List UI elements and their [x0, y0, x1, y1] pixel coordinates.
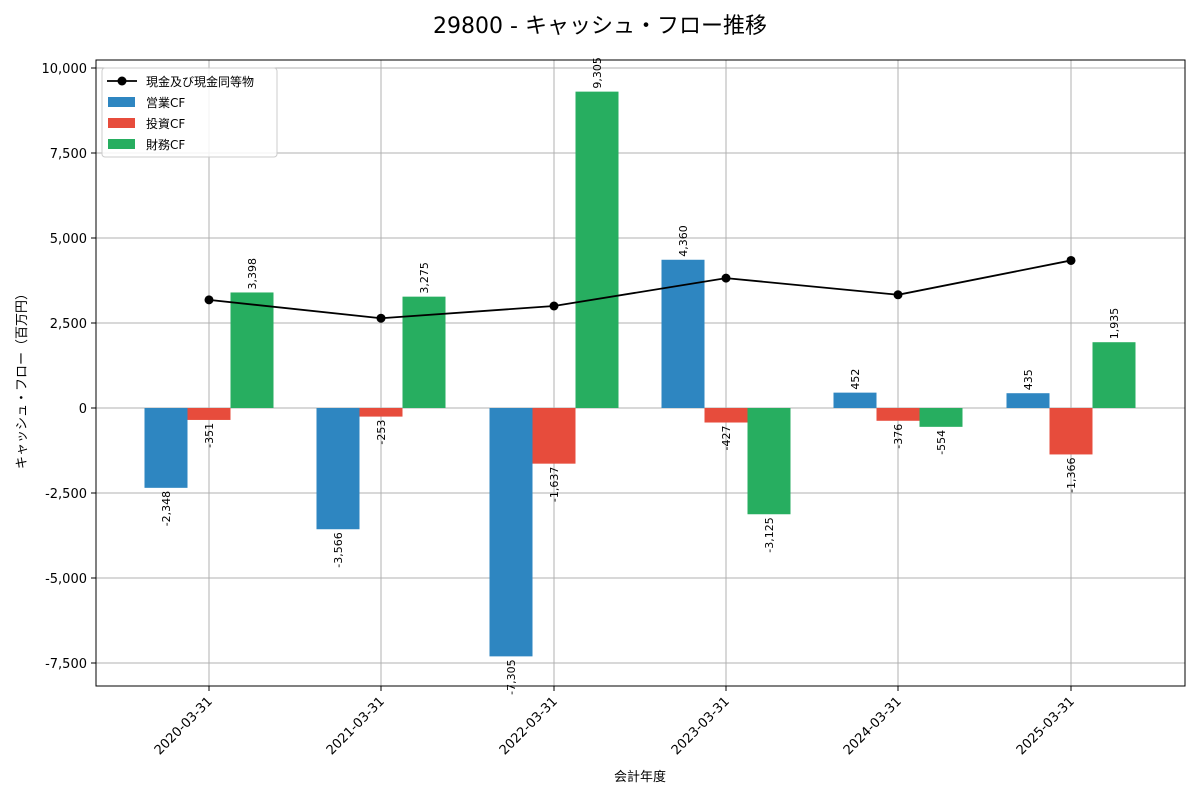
data-label: -376 — [892, 424, 905, 449]
bar-operating — [316, 408, 360, 530]
bar-financing — [1092, 342, 1136, 408]
x-tick-label: 2022-03-31 — [497, 694, 561, 758]
cash-equivalents-line — [208, 259, 1072, 320]
legend-entry: 現金及び現金同等物 — [146, 74, 254, 89]
legend-swatch — [108, 118, 135, 128]
cash-equivalents-point — [1066, 255, 1076, 265]
legend-entry: 財務CF — [146, 137, 185, 152]
bar-investing — [1049, 408, 1093, 455]
bar-operating — [1006, 393, 1050, 408]
data-label: 1,935 — [1108, 308, 1121, 340]
x-tick-label: 2024-03-31 — [841, 694, 905, 758]
plot-frame — [95, 59, 1186, 687]
bar-financing — [575, 91, 619, 408]
bars-layer — [144, 91, 1136, 657]
bar-investing — [359, 408, 403, 417]
cash-equivalents-point — [204, 295, 214, 305]
data-label: 435 — [1022, 369, 1035, 390]
y-tick-label: 0 — [79, 402, 87, 417]
data-label: -351 — [203, 423, 216, 448]
x-axis-label: 会計年度 — [614, 769, 666, 785]
x-tick-label: 2021-03-31 — [324, 694, 388, 758]
legend-swatch — [108, 97, 135, 107]
bar-investing — [187, 408, 231, 420]
data-label: -253 — [375, 420, 388, 445]
data-label: -1,637 — [548, 467, 561, 502]
x-tick-label: 2025-03-31 — [1014, 694, 1078, 758]
line-layer — [204, 255, 1076, 323]
data-label: 452 — [849, 369, 862, 390]
data-label: -2,348 — [160, 491, 173, 526]
bar-investing — [532, 408, 576, 464]
data-label: -3,566 — [332, 532, 345, 567]
legend-box — [101, 67, 278, 158]
bar-investing — [704, 408, 748, 423]
data-label: -7,305 — [505, 659, 518, 694]
cash-equivalents-point — [549, 301, 559, 311]
x-tick-label: 2020-03-31 — [152, 694, 216, 758]
y-tick-label: -2,500 — [45, 487, 87, 502]
data-label: 4,360 — [677, 225, 690, 257]
y-tick-label: 5,000 — [50, 232, 87, 247]
bar-financing — [230, 292, 274, 408]
data-label: -1,366 — [1065, 457, 1078, 492]
data-label: -3,125 — [763, 517, 776, 552]
legend-swatch — [108, 139, 135, 149]
legend-point-marker — [117, 76, 127, 86]
data-label: -554 — [935, 430, 948, 455]
data-label: 9,305 — [591, 57, 604, 89]
legend-entry: 投資CF — [146, 116, 185, 131]
bar-operating — [144, 408, 188, 488]
cash-equivalents-point — [893, 290, 903, 300]
data-label: -427 — [720, 426, 733, 451]
cash-equivalents-point — [376, 313, 386, 323]
y-tick-label: -5,000 — [45, 572, 87, 587]
y-tick-label: 2,500 — [50, 317, 87, 332]
bar-investing — [876, 408, 920, 421]
data-label: 3,398 — [246, 258, 259, 290]
cash-equivalents-point — [721, 273, 731, 283]
bar-operating — [833, 392, 877, 408]
bar-financing — [747, 408, 791, 515]
bar-operating — [489, 408, 533, 657]
grid-layer — [96, 60, 1185, 686]
data-label: 3,275 — [418, 262, 431, 294]
y-tick-label: 10,000 — [42, 62, 88, 77]
chart-title: 29800 - キャッシュ・フロー推移 — [433, 14, 767, 39]
y-tick-label: -7,500 — [45, 657, 87, 672]
y-axis-label: キャッシュ・フロー（百万円） — [15, 287, 30, 469]
bar-financing — [919, 408, 963, 427]
y-tick-label: 7,500 — [50, 147, 87, 162]
x-tick-label: 2023-03-31 — [669, 694, 733, 758]
legend-entry: 営業CF — [146, 96, 185, 110]
